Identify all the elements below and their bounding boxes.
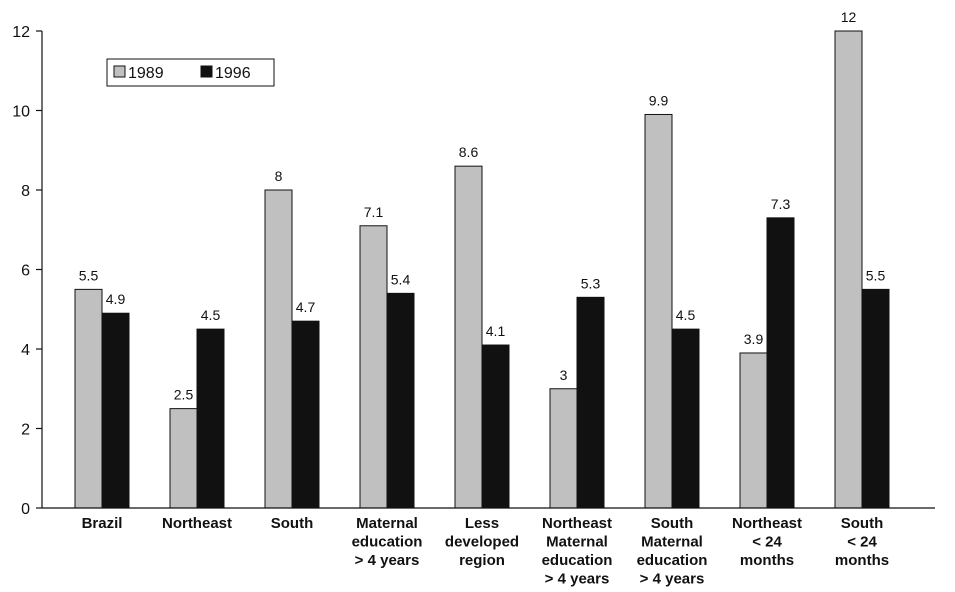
data-label: 3 [560,367,568,383]
bar-1989 [644,113,673,509]
y-axis: 0 2 4 6 8 10 12 [12,24,43,518]
data-label: 4.7 [296,299,316,315]
x-tick-label: Less developed region [445,515,519,569]
bar-1996 [196,328,225,509]
x-tick-label: South < 24 months [835,515,889,569]
legend: 1989 1996 [106,58,275,87]
bars [74,30,890,509]
data-label: 8.6 [459,144,479,160]
legend-label: 1996 [215,65,251,82]
bar-1989 [74,288,103,509]
y-tick-label: 6 [21,263,30,280]
data-label: 7.3 [771,196,791,212]
y-tick-label: 0 [21,501,30,518]
data-label: 7.1 [364,204,384,220]
bar-1989 [834,30,863,509]
legend-label: 1989 [128,65,164,82]
data-label: 9.9 [649,92,669,108]
data-label: 2.5 [174,387,194,403]
bar-1996 [291,320,320,509]
data-label: 4.9 [106,291,126,307]
data-label: 8 [275,168,283,184]
bar-1989 [454,165,483,509]
bar-1989 [264,189,293,509]
data-label: 4.1 [486,323,506,339]
bar-1996 [861,288,890,509]
y-tick-label: 4 [21,342,30,359]
bar-1996 [671,328,700,509]
y-tick-label: 8 [21,183,30,200]
bar-1996 [101,312,130,509]
data-label: 4.5 [201,307,221,323]
data-label: 5.5 [866,267,886,283]
x-axis: Brazil Northeast South Maternal education > 4… [42,507,935,588]
x-tick-label: South [271,515,314,532]
bar-1996 [386,292,415,509]
bar-1989 [359,225,388,509]
x-tick-label: Northeast Maternal education > 4 years [542,515,613,588]
x-tick-label: South Maternal education > 4 years [637,515,708,588]
legend-box [106,58,275,87]
bar-1996 [481,344,510,509]
y-tick-label: 2 [21,422,30,439]
data-labels: 5.5 4.9 2.5 4.5 8 4.7 7.1 5.4 8.6 4.1 3 5.3 9.9 4.5 3.… [79,9,886,403]
x-tick-label: Northeast < 24 months [732,515,802,569]
bar-1996 [576,296,605,509]
y-tick-label: 10 [12,104,30,121]
bar-1989 [549,388,578,509]
x-tick-label: Maternal education > 4 years [352,515,423,569]
bar-1989 [169,408,198,509]
x-tick-label: Brazil [82,515,123,532]
data-label: 5.5 [79,267,99,283]
data-label: 4.5 [676,307,696,323]
legend-swatch [200,65,213,78]
x-tick-label: Northeast [162,515,232,532]
data-label: 3.9 [744,331,764,347]
data-label: 12 [841,9,857,25]
data-label: 5.3 [581,275,601,291]
y-tick-label: 12 [12,24,30,41]
data-label: 5.4 [391,271,411,287]
legend-swatch [113,65,126,78]
bar-1989 [739,352,768,509]
bar-1996 [766,217,795,509]
